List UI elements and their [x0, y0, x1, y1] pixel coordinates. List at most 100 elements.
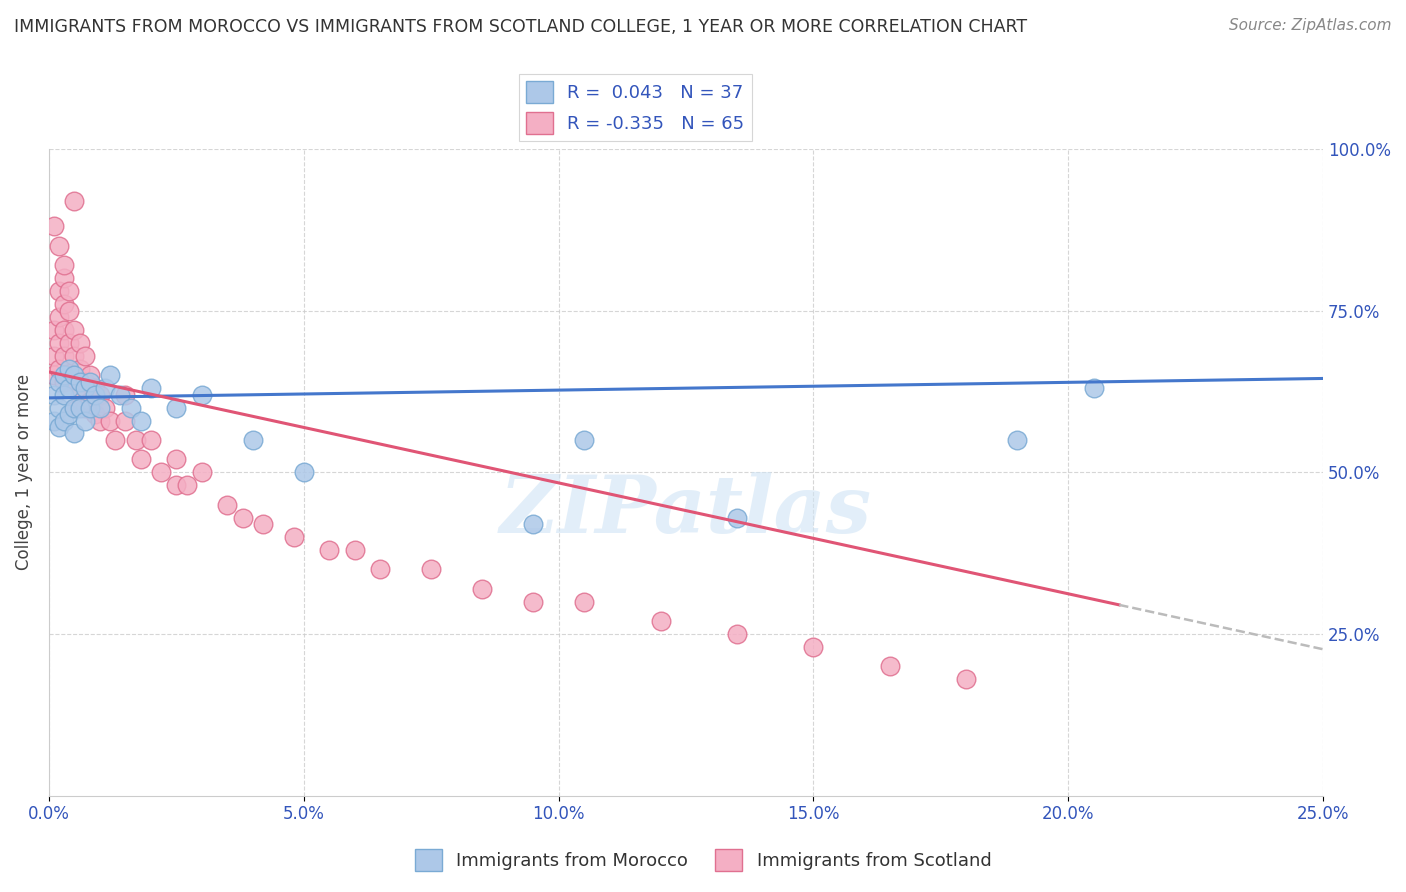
Point: [63, 349, 86, 363]
Point: [650, 614, 672, 628]
Point: [1007, 433, 1029, 447]
Point: [48, 335, 70, 350]
Point: [63, 323, 86, 337]
Point: [58, 407, 80, 421]
Point: [48, 284, 70, 298]
Point: [53, 413, 76, 427]
Point: [572, 433, 595, 447]
Point: [114, 387, 136, 401]
Point: [83, 387, 105, 401]
Point: [42, 323, 65, 337]
Point: [58, 368, 80, 383]
Point: [803, 640, 825, 654]
Point: [252, 516, 274, 531]
Point: [89, 401, 111, 415]
Point: [420, 562, 443, 576]
Point: [48, 239, 70, 253]
Point: [955, 673, 977, 687]
Point: [53, 349, 76, 363]
Point: [471, 582, 494, 596]
Point: [79, 375, 101, 389]
Point: [725, 627, 748, 641]
Point: [129, 452, 152, 467]
Point: [94, 401, 117, 415]
Point: [1083, 381, 1105, 395]
Point: [98, 413, 121, 427]
Point: [42, 413, 65, 427]
Text: ZIPatlas: ZIPatlas: [501, 473, 872, 549]
Point: [58, 335, 80, 350]
Point: [318, 542, 340, 557]
Point: [63, 375, 86, 389]
Point: [94, 381, 117, 395]
Point: [129, 413, 152, 427]
Point: [53, 323, 76, 337]
Point: [79, 368, 101, 383]
Point: [343, 542, 366, 557]
Point: [165, 478, 187, 492]
Legend: R =  0.043   N = 37, R = -0.335   N = 65: R = 0.043 N = 37, R = -0.335 N = 65: [519, 74, 752, 141]
Point: [42, 349, 65, 363]
Point: [73, 381, 96, 395]
Point: [79, 394, 101, 409]
Text: IMMIGRANTS FROM MOROCCO VS IMMIGRANTS FROM SCOTLAND COLLEGE, 1 YEAR OR MORE CORR: IMMIGRANTS FROM MOROCCO VS IMMIGRANTS FR…: [14, 18, 1028, 36]
Point: [110, 387, 132, 401]
Point: [58, 303, 80, 318]
Point: [242, 433, 264, 447]
Point: [139, 381, 162, 395]
Point: [63, 426, 86, 441]
Point: [114, 413, 136, 427]
Point: [73, 375, 96, 389]
Point: [217, 498, 239, 512]
Point: [69, 401, 91, 415]
Point: [139, 433, 162, 447]
Text: Source: ZipAtlas.com: Source: ZipAtlas.com: [1229, 18, 1392, 33]
Point: [63, 194, 86, 208]
Point: [292, 465, 315, 479]
Point: [53, 375, 76, 389]
Point: [58, 381, 80, 395]
Point: [120, 401, 142, 415]
Point: [283, 530, 305, 544]
Point: [104, 433, 127, 447]
Point: [63, 401, 86, 415]
Point: [48, 361, 70, 376]
Point: [368, 562, 391, 576]
Point: [176, 478, 198, 492]
Point: [79, 401, 101, 415]
Point: [48, 401, 70, 415]
Y-axis label: College, 1 year or more: College, 1 year or more: [15, 375, 32, 570]
Point: [522, 516, 544, 531]
Point: [69, 387, 91, 401]
Point: [725, 510, 748, 524]
Legend: Immigrants from Morocco, Immigrants from Scotland: Immigrants from Morocco, Immigrants from…: [408, 842, 998, 879]
Point: [73, 349, 96, 363]
Point: [48, 375, 70, 389]
Point: [191, 465, 214, 479]
Point: [63, 401, 86, 415]
Point: [124, 433, 146, 447]
Point: [58, 284, 80, 298]
Point: [69, 361, 91, 376]
Point: [73, 413, 96, 427]
Point: [89, 387, 111, 401]
Point: [48, 310, 70, 324]
Point: [58, 361, 80, 376]
Point: [83, 381, 105, 395]
Point: [98, 368, 121, 383]
Point: [53, 297, 76, 311]
Point: [42, 387, 65, 401]
Point: [42, 368, 65, 383]
Point: [572, 595, 595, 609]
Point: [53, 258, 76, 272]
Point: [53, 368, 76, 383]
Point: [63, 368, 86, 383]
Point: [69, 375, 91, 389]
Point: [42, 219, 65, 234]
Point: [165, 401, 187, 415]
Point: [83, 407, 105, 421]
Point: [53, 387, 76, 401]
Point: [191, 387, 214, 401]
Point: [53, 271, 76, 285]
Point: [232, 510, 254, 524]
